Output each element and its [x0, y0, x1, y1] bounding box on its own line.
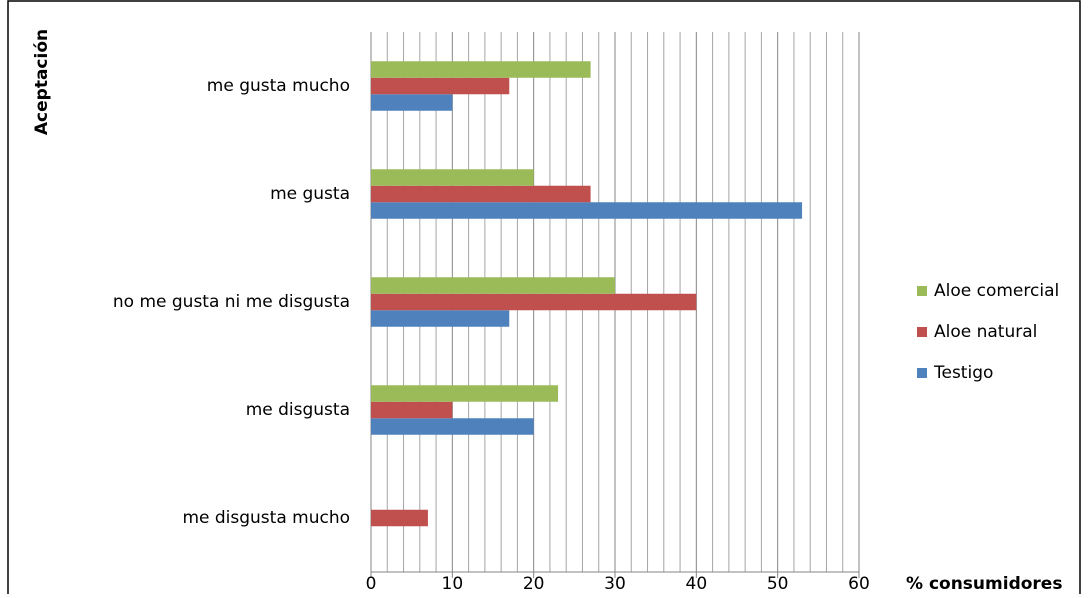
x-tick-label: 30 — [604, 574, 626, 594]
x-tick-label: 10 — [442, 574, 464, 594]
x-axis-title: % consumidores — [906, 574, 1062, 594]
bar — [371, 509, 428, 527]
x-tick-label: 20 — [523, 574, 545, 594]
x-tick-label: 50 — [767, 574, 789, 594]
legend-swatch — [917, 327, 927, 337]
bar — [371, 185, 591, 203]
x-tick-label: 60 — [848, 574, 870, 594]
bar — [371, 277, 615, 294]
bar — [371, 293, 697, 311]
legend-label: Aloe comercial — [934, 281, 1059, 301]
bar — [371, 77, 510, 95]
y-tick-label: no me gusta ni me disgusta — [113, 292, 350, 312]
chart-border — [7, 0, 1081, 598]
y-tick-label: me gusta mucho — [207, 76, 350, 96]
legend-label: Testigo — [933, 363, 993, 383]
bar — [371, 401, 453, 419]
y-tick-label: me disgusta mucho — [182, 508, 350, 528]
bar — [371, 169, 534, 186]
bar — [371, 202, 803, 219]
y-tick-label: me disgusta — [246, 400, 350, 420]
bar — [371, 61, 591, 78]
x-tick-label: 0 — [366, 574, 377, 594]
bar — [371, 385, 559, 402]
legend-label: Aloe natural — [934, 322, 1037, 342]
bar — [371, 418, 534, 435]
bar — [371, 94, 453, 111]
legend-swatch — [917, 368, 927, 378]
y-tick-label: me gusta — [270, 184, 350, 204]
x-tick-label: 40 — [686, 574, 708, 594]
y-axis-title: Aceptación — [32, 29, 52, 135]
bar — [371, 310, 510, 327]
legend-swatch — [917, 286, 927, 296]
